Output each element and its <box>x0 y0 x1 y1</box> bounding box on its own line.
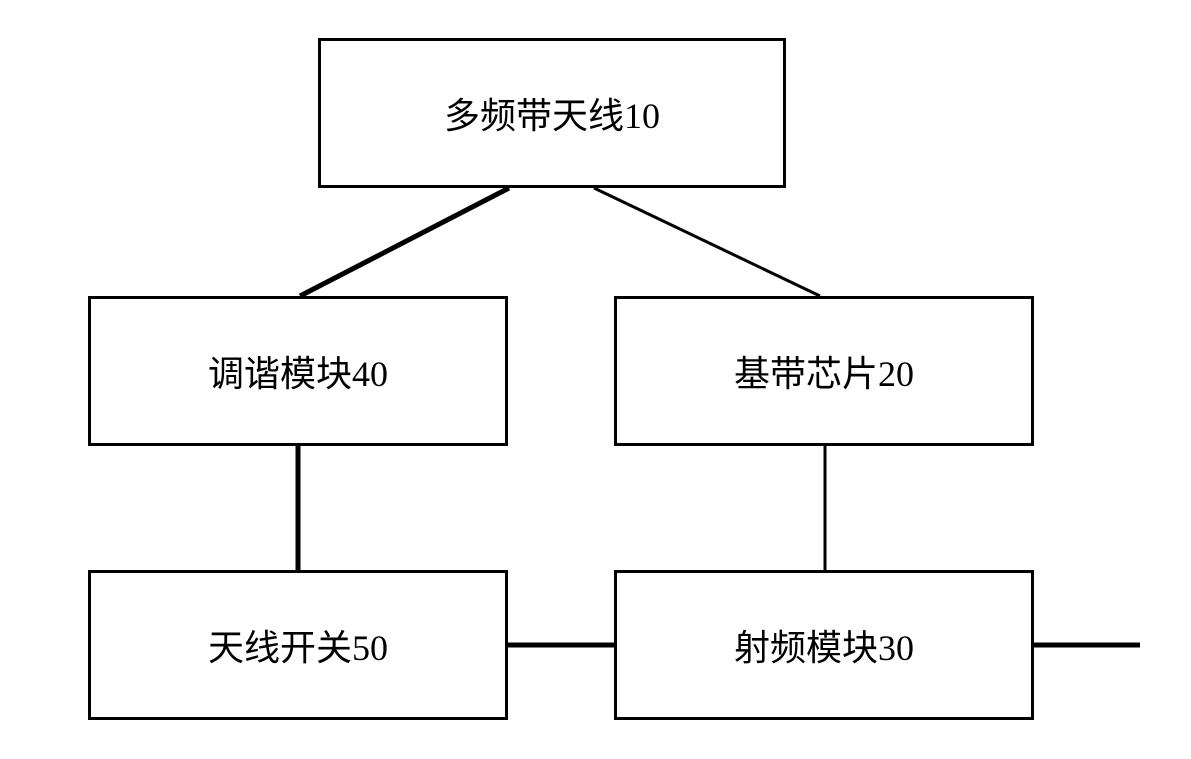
node-switch-label: 天线开关50 <box>208 619 388 671</box>
block-diagram: 多频带天线10 调谐模块40 基带芯片20 天线开关50 射频模块30 <box>0 0 1191 759</box>
node-baseband: 基带芯片20 <box>614 296 1034 446</box>
node-antenna-label: 多频带天线10 <box>444 87 660 139</box>
edge-antenna-tuning <box>300 188 509 296</box>
node-tuning-label: 调谐模块40 <box>208 345 388 397</box>
node-rf: 射频模块30 <box>614 570 1034 720</box>
node-antenna: 多频带天线10 <box>318 38 786 188</box>
node-switch: 天线开关50 <box>88 570 508 720</box>
edge-antenna-baseband <box>594 188 820 296</box>
node-baseband-label: 基带芯片20 <box>734 345 914 397</box>
node-rf-label: 射频模块30 <box>734 619 914 671</box>
node-tuning: 调谐模块40 <box>88 296 508 446</box>
